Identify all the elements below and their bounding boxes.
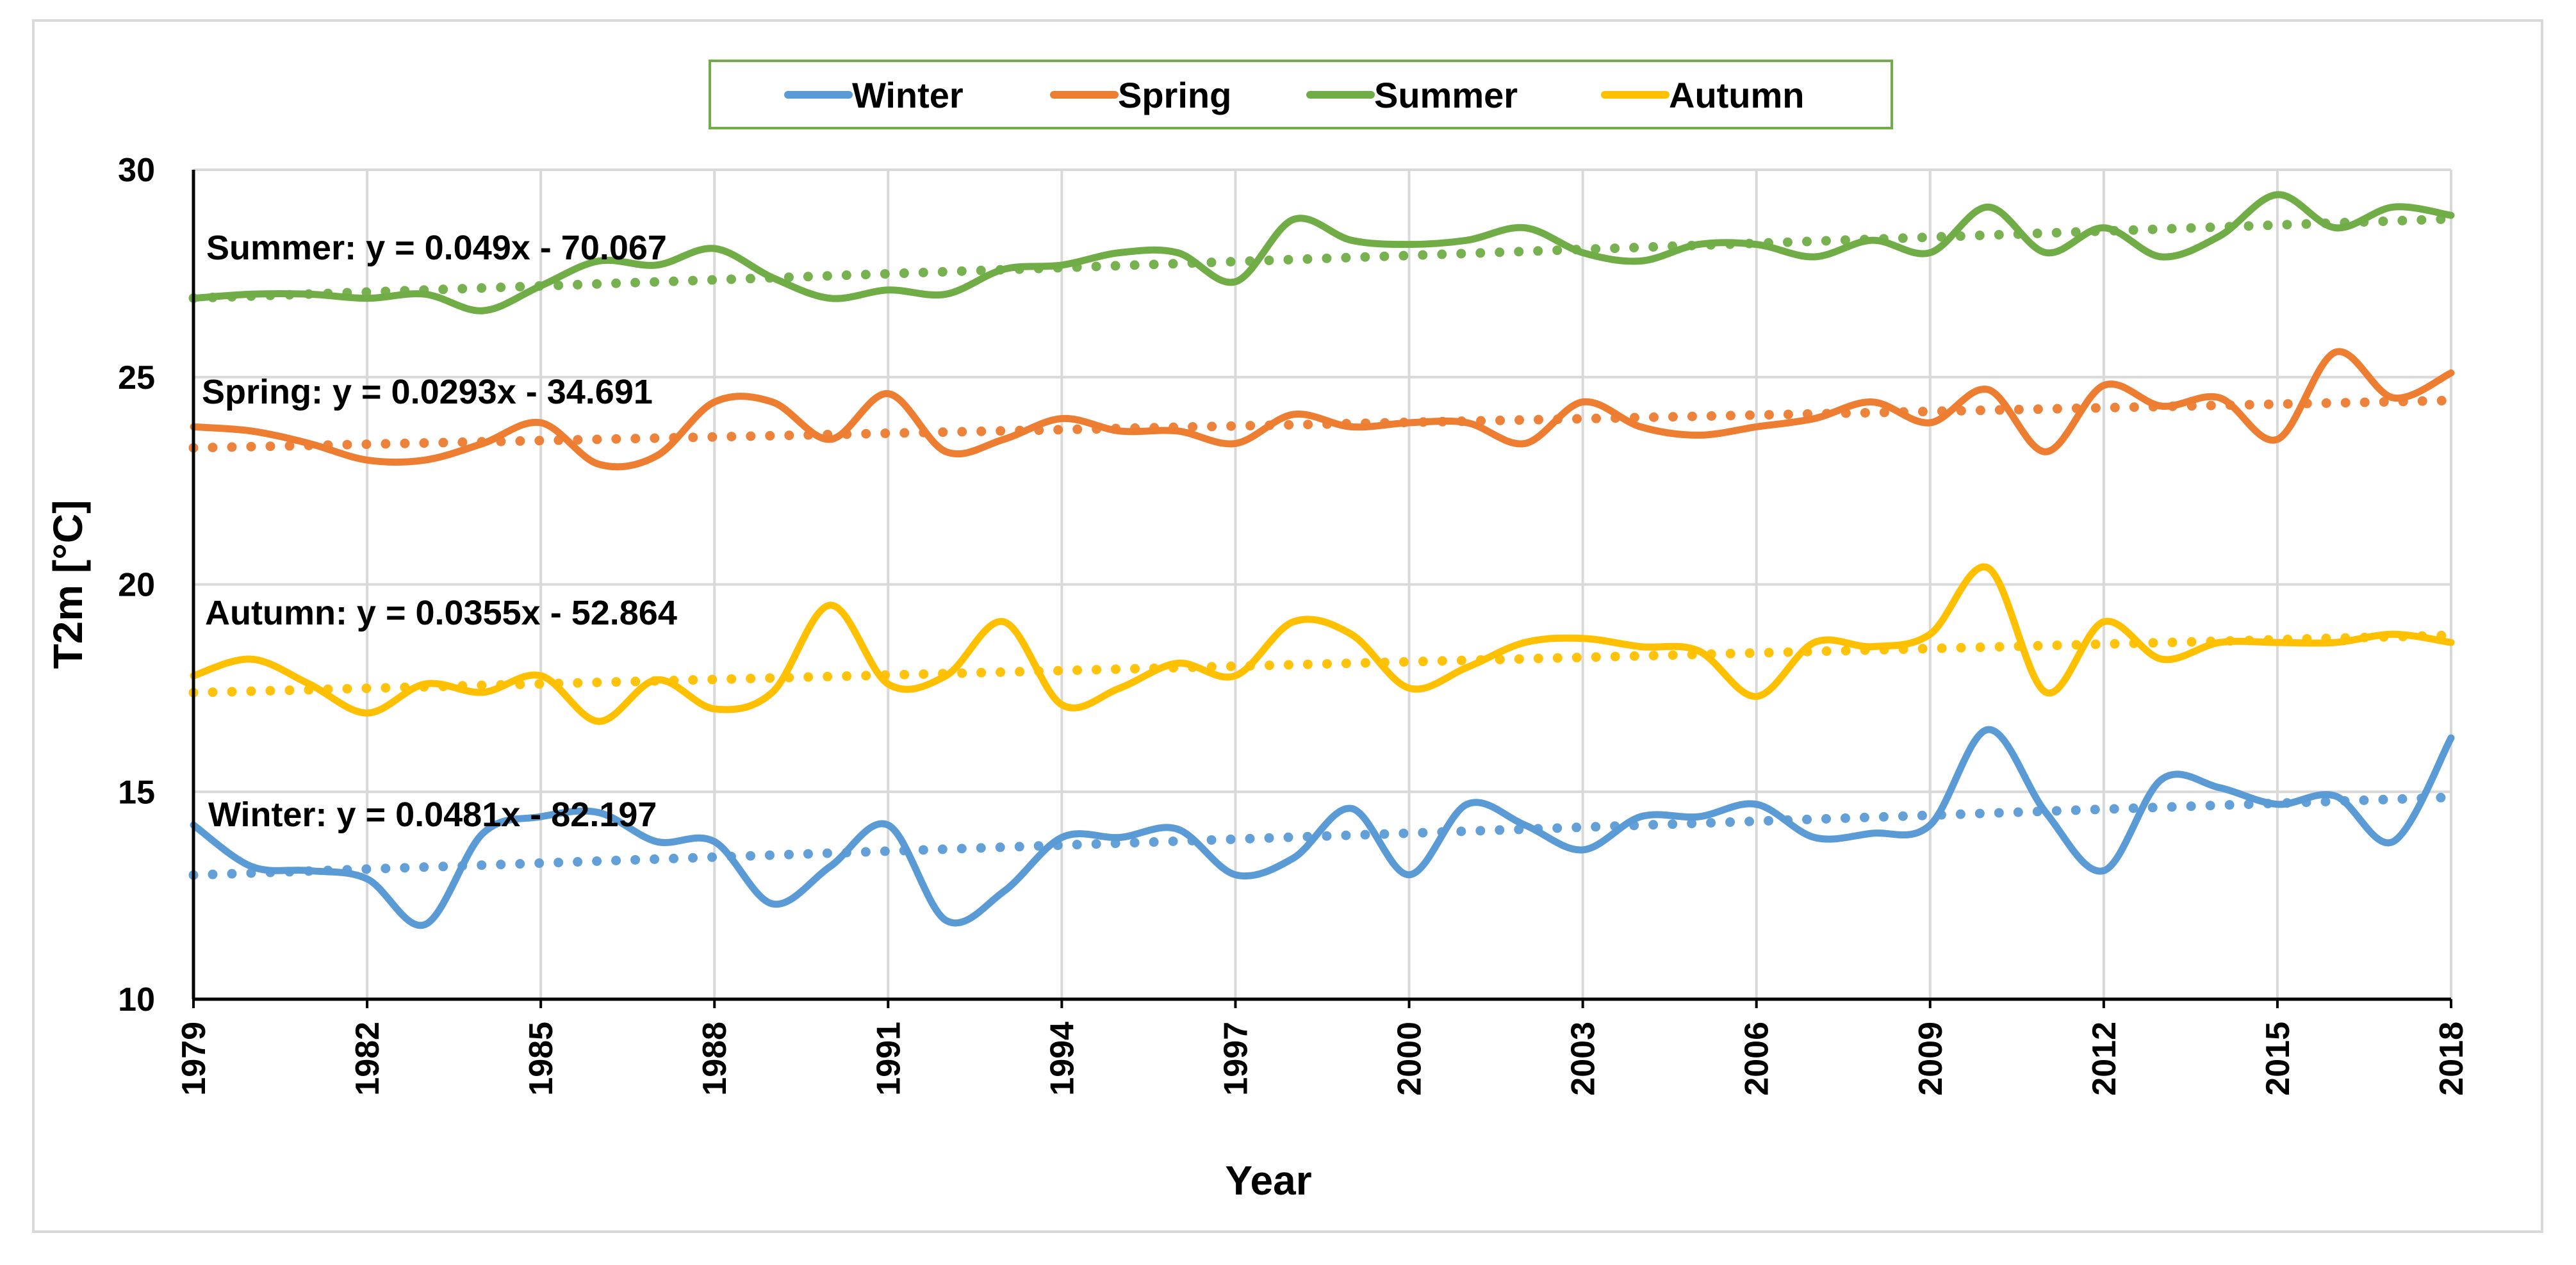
x-tick-label: 1991 bbox=[870, 1022, 907, 1096]
x-tick-label: 1985 bbox=[523, 1022, 560, 1096]
series-layer bbox=[190, 191, 2455, 929]
x-axis-title: Year bbox=[1225, 1157, 1311, 1204]
legend[interactable]: Winter Spring Summer Autumn bbox=[709, 60, 1893, 129]
x-tick-label: 2000 bbox=[1391, 1022, 1429, 1096]
x-tick-label: 1997 bbox=[1217, 1022, 1254, 1096]
y-tick-label: 25 bbox=[118, 359, 155, 396]
x-tick-label: 2003 bbox=[1565, 1022, 1602, 1096]
trendline-layer bbox=[188, 214, 2456, 880]
y-tick-label: 15 bbox=[118, 774, 155, 811]
x-tick-label: 1988 bbox=[696, 1022, 734, 1096]
x-tick-label: 2012 bbox=[2086, 1022, 2123, 1096]
trendline-spring bbox=[188, 395, 2456, 453]
series-line-winter bbox=[190, 726, 2455, 929]
trend-equation-spring: Spring: y = 0.0293x - 34.691 bbox=[202, 373, 653, 411]
y-tick-label: 10 bbox=[118, 981, 155, 1018]
trend-equations: Winter: y = 0.0481x - 82.197 Spring: y = … bbox=[202, 229, 677, 834]
x-tick-label: 2015 bbox=[2260, 1022, 2297, 1096]
y-axis-title: T2m [°C] bbox=[45, 500, 91, 669]
trendline-summer bbox=[188, 214, 2456, 303]
axis-layer: 10 15 20 25 30 1979 1982 1985 1988 1991 1994 1997 20… bbox=[45, 152, 2470, 1204]
grid-layer bbox=[193, 168, 2452, 999]
legend-box bbox=[709, 60, 1893, 129]
legend-label-spring: Spring bbox=[1118, 75, 1231, 115]
x-tick-label: 1994 bbox=[1044, 1022, 1081, 1096]
trendline-winter bbox=[188, 792, 2456, 880]
legend-label-winter: Winter bbox=[852, 75, 964, 115]
y-tick-label: 30 bbox=[118, 152, 155, 189]
y-tick-label: 20 bbox=[118, 567, 155, 604]
trend-equation-winter: Winter: y = 0.0481x - 82.197 bbox=[208, 796, 657, 834]
trend-equation-summer: Summer: y = 0.049x - 70.067 bbox=[206, 229, 667, 267]
trendline-autumn bbox=[188, 630, 2456, 698]
series-line-spring bbox=[190, 348, 2455, 471]
series-line-autumn bbox=[190, 563, 2455, 725]
x-tick-label: 2018 bbox=[2433, 1022, 2470, 1096]
legend-label-autumn: Autumn bbox=[1669, 75, 1805, 115]
x-tick-label: 2009 bbox=[1912, 1022, 1949, 1096]
trend-equation-autumn: Autumn: y = 0.0355x - 52.864 bbox=[205, 594, 677, 632]
x-tick-label: 1979 bbox=[176, 1022, 213, 1096]
x-tick-label: 1982 bbox=[349, 1022, 386, 1096]
x-tick-label: 2006 bbox=[1739, 1022, 1776, 1096]
legend-label-summer: Summer bbox=[1374, 75, 1518, 115]
series-line-summer bbox=[190, 191, 2455, 314]
